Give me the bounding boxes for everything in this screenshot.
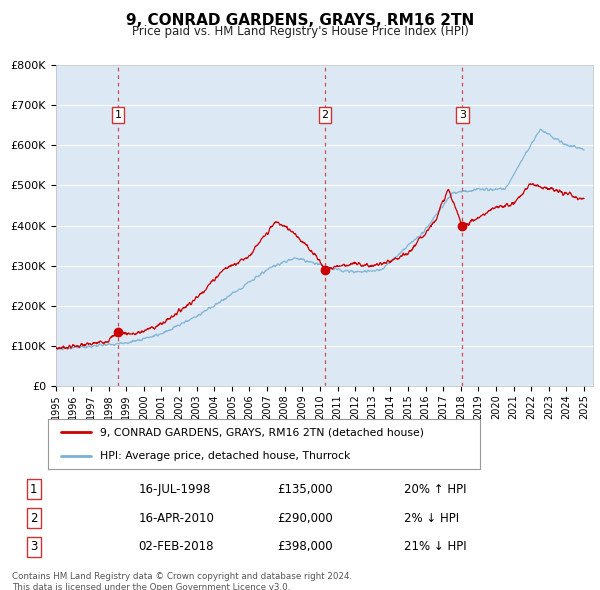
Text: 9, CONRAD GARDENS, GRAYS, RM16 2TN: 9, CONRAD GARDENS, GRAYS, RM16 2TN: [126, 13, 474, 28]
Text: 2% ↓ HPI: 2% ↓ HPI: [404, 512, 459, 525]
Text: 02-FEB-2018: 02-FEB-2018: [139, 540, 214, 553]
Text: 1: 1: [115, 110, 122, 120]
Text: 3: 3: [459, 110, 466, 120]
Text: 20% ↑ HPI: 20% ↑ HPI: [404, 483, 466, 496]
Text: 9, CONRAD GARDENS, GRAYS, RM16 2TN (detached house): 9, CONRAD GARDENS, GRAYS, RM16 2TN (deta…: [100, 427, 424, 437]
Text: 16-APR-2010: 16-APR-2010: [139, 512, 215, 525]
Text: HPI: Average price, detached house, Thurrock: HPI: Average price, detached house, Thur…: [100, 451, 350, 461]
Text: 16-JUL-1998: 16-JUL-1998: [139, 483, 211, 496]
Text: £290,000: £290,000: [277, 512, 333, 525]
Text: £398,000: £398,000: [277, 540, 332, 553]
Text: Price paid vs. HM Land Registry's House Price Index (HPI): Price paid vs. HM Land Registry's House …: [131, 25, 469, 38]
Text: £135,000: £135,000: [277, 483, 332, 496]
Text: 3: 3: [30, 540, 38, 553]
Text: 21% ↓ HPI: 21% ↓ HPI: [404, 540, 466, 553]
Text: Contains HM Land Registry data © Crown copyright and database right 2024.: Contains HM Land Registry data © Crown c…: [12, 572, 352, 581]
Text: 1: 1: [30, 483, 38, 496]
Text: 2: 2: [322, 110, 329, 120]
Text: This data is licensed under the Open Government Licence v3.0.: This data is licensed under the Open Gov…: [12, 583, 290, 590]
Text: 2: 2: [30, 512, 38, 525]
